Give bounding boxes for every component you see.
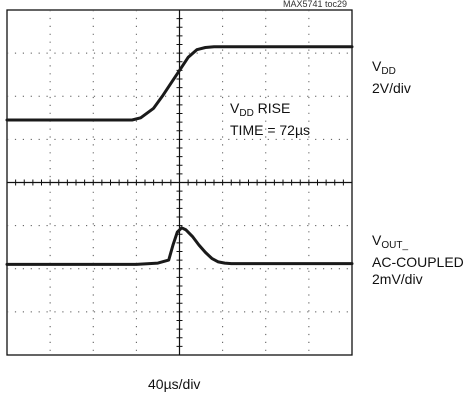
trace-vdd	[5, 45, 354, 122]
annotation-rise-label: RISE	[253, 100, 291, 116]
timebase-label: 40µs/div	[148, 376, 201, 392]
channel-2-coupling: AC-COUPLED	[372, 254, 464, 270]
channel-1-scale: 2V/div	[372, 80, 411, 96]
channel-2-name-main: V	[372, 232, 382, 248]
traces	[5, 45, 354, 266]
channel-2-label: VOUT_ AC-COUPLED 2mV/div	[372, 232, 464, 288]
trace-vout	[5, 226, 354, 266]
channel-2-name-sub: OUT_	[381, 240, 409, 251]
channel-1-name-sub: DD	[381, 66, 396, 77]
annotation-name-main: V	[230, 100, 240, 116]
channel-2-scale: 2mV/div	[372, 271, 423, 287]
annotation-name-sub: DD	[239, 108, 254, 119]
annotation-rise-time: VDD RISE TIME = 72µs	[230, 100, 310, 139]
channel-1-name-main: V	[372, 58, 382, 74]
channel-1-label: VDD 2V/div	[372, 58, 411, 97]
annotation-rise-value: TIME = 72µs	[230, 122, 311, 138]
center-axes	[6, 9, 353, 356]
figure-id: MAX5741 toc29	[283, 0, 348, 9]
